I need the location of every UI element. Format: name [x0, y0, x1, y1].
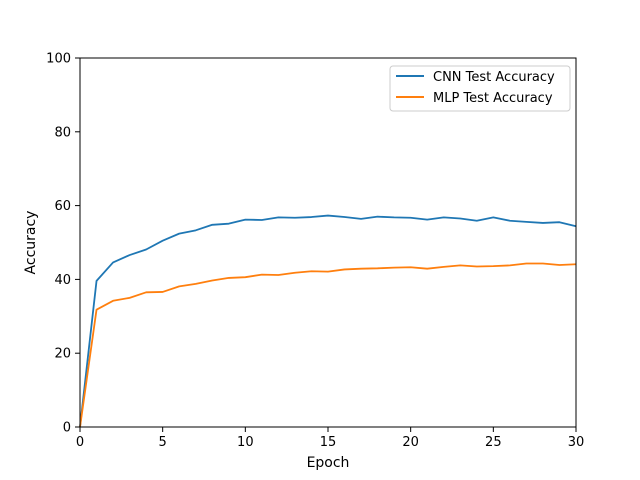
x-axis-label: Epoch — [307, 455, 350, 471]
x-tick-label: 25 — [485, 435, 502, 450]
series-line-1 — [79, 262, 577, 428]
x-tick-label: 30 — [568, 435, 585, 450]
legend-box — [389, 65, 571, 112]
y-tick-label: 40 — [54, 273, 71, 288]
x-tick-label: 15 — [320, 435, 337, 450]
x-tick-label: 0 — [76, 435, 84, 450]
y-axis-label: Accuracy — [23, 211, 39, 275]
y-tick-label: 80 — [54, 125, 71, 140]
legend-label-cnn: CNN Test Accuracy — [433, 70, 555, 85]
plot-area — [80, 58, 576, 427]
y-tick-label: 20 — [54, 347, 71, 362]
x-tick-label: 10 — [237, 435, 254, 450]
legend: CNN Test Accuracy MLP Test Accuracy — [389, 65, 571, 112]
y-tick-label: 60 — [54, 199, 71, 214]
legend-label-mlp: MLP Test Accuracy — [433, 91, 553, 106]
series-layer — [79, 214, 577, 428]
series-line-0 — [79, 214, 577, 428]
x-axis-ticks: 0 5 10 15 20 25 30 — [76, 427, 584, 450]
y-axis-ticks: 0 20 40 60 80 100 — [46, 52, 80, 436]
x-tick-label: 5 — [159, 435, 167, 450]
x-tick-label: 20 — [402, 435, 419, 450]
y-tick-label: 0 — [63, 421, 71, 436]
y-tick-label: 100 — [46, 52, 71, 67]
